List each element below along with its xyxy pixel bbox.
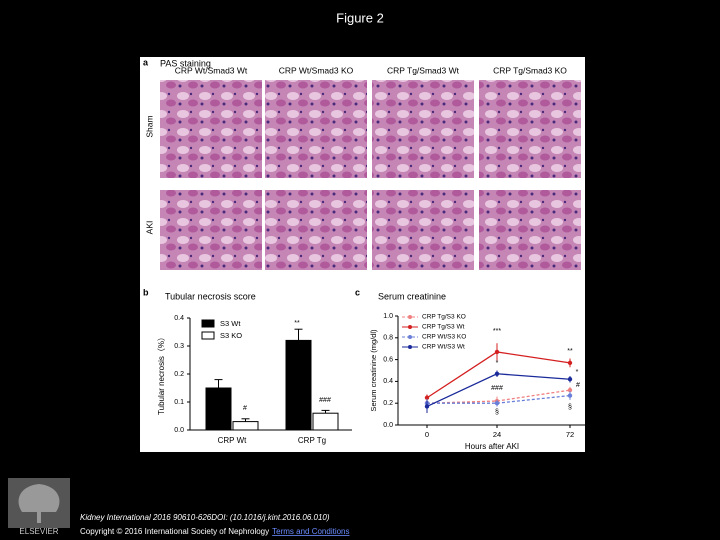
data-point — [567, 393, 573, 398]
terms-link[interactable]: Terms and Conditions — [272, 527, 349, 536]
y-tick-label: 0.4 — [174, 315, 184, 322]
panel-label: b — [143, 287, 149, 297]
legend-label: CRP Tg/S3 KO — [422, 314, 466, 321]
data-point — [567, 377, 573, 382]
annotation: * — [496, 360, 499, 367]
data-point — [494, 349, 500, 355]
x-tick-label: 0 — [425, 430, 429, 439]
y-tick-label: 0.6 — [383, 356, 393, 363]
y-tick-label: 1.0 — [383, 313, 393, 320]
micrograph — [265, 190, 367, 270]
micrograph — [372, 190, 474, 270]
data-point — [567, 360, 573, 366]
data-point — [424, 395, 430, 400]
chart-title: Serum creatinine — [378, 291, 446, 301]
annotation: # — [576, 382, 580, 389]
legend-label: CRP Tg/S3 Wt — [422, 324, 465, 331]
y-tick-label: 0.8 — [383, 335, 393, 342]
y-tick-label: 0.2 — [383, 400, 393, 407]
micrograph — [160, 80, 262, 178]
logo: ELSEVIER — [8, 478, 70, 536]
column-header: CRP Wt/Smad3 Wt — [175, 65, 248, 75]
row-label: Sham — [144, 115, 154, 137]
slide-title: Figure 2 — [336, 10, 384, 25]
legend-marker — [408, 325, 412, 329]
citation: Kidney International 2016 90610-626DOI: … — [80, 513, 330, 522]
legend-label: S3 Wt — [220, 319, 241, 328]
column-header: CRP Tg/Smad3 Wt — [387, 65, 460, 75]
bar — [285, 339, 312, 431]
logo-text: ELSEVIER — [19, 527, 58, 536]
annotation: ### — [491, 385, 503, 392]
annotation: § — [568, 404, 572, 411]
copyright-text: Copyright © 2016 International Society o… — [80, 527, 269, 536]
legend-swatch — [201, 319, 215, 328]
x-tick-label: CRP Wt — [218, 436, 248, 445]
annotation: * — [576, 369, 579, 376]
chart-title: Tubular necrosis score — [165, 291, 256, 301]
annotation: # — [243, 405, 247, 412]
micrograph — [265, 80, 367, 178]
row-label: AKI — [144, 221, 154, 235]
data-point — [567, 387, 573, 393]
bar — [205, 387, 232, 431]
bar — [232, 421, 259, 431]
copyright: Copyright © 2016 International Society o… — [80, 527, 350, 536]
legend-label: CRP Wt/S3 KO — [422, 334, 466, 341]
micrograph — [372, 80, 474, 178]
column-header: CRP Wt/Smad3 KO — [279, 65, 354, 75]
x-tick-label: 24 — [493, 430, 501, 439]
y-axis-label: Serum creatinine (mg/dl) — [369, 329, 378, 412]
legend-label: S3 KO — [220, 331, 242, 340]
data-point — [494, 371, 500, 376]
panel-label: a — [143, 57, 149, 67]
annotation: § — [495, 409, 499, 416]
panel-title: PAS staining — [160, 58, 211, 68]
y-tick-label: 0.3 — [174, 343, 184, 350]
y-tick-label: 0.0 — [383, 422, 393, 429]
bar — [312, 412, 339, 431]
micrograph — [160, 190, 262, 270]
annotation: ** — [567, 348, 573, 355]
y-tick-label: 0.2 — [174, 371, 184, 378]
data-point — [424, 404, 430, 409]
panel-label: c — [355, 287, 360, 297]
y-axis-label: Tubular necrosis（%） — [157, 333, 166, 415]
column-header: CRP Tg/Smad3 KO — [493, 65, 567, 75]
annotation: ### — [319, 397, 331, 404]
legend-label: CRP Wt/S3 Wt — [422, 344, 465, 351]
x-axis-label: Hours after AKI — [465, 442, 519, 451]
annotation: ** — [294, 320, 300, 327]
y-tick-label: 0.1 — [174, 399, 184, 406]
micrograph — [479, 190, 581, 270]
legend-swatch — [201, 331, 215, 340]
y-tick-label: 0.4 — [383, 378, 393, 385]
micrograph — [479, 80, 581, 178]
x-tick-label: CRP Tg — [298, 436, 326, 445]
legend-marker — [408, 315, 412, 319]
legend-marker — [408, 345, 412, 349]
y-tick-label: 0.0 — [174, 427, 184, 434]
x-tick-label: 72 — [566, 430, 574, 439]
data-point — [494, 401, 500, 406]
legend-marker — [408, 335, 412, 339]
annotation: *** — [493, 328, 501, 335]
